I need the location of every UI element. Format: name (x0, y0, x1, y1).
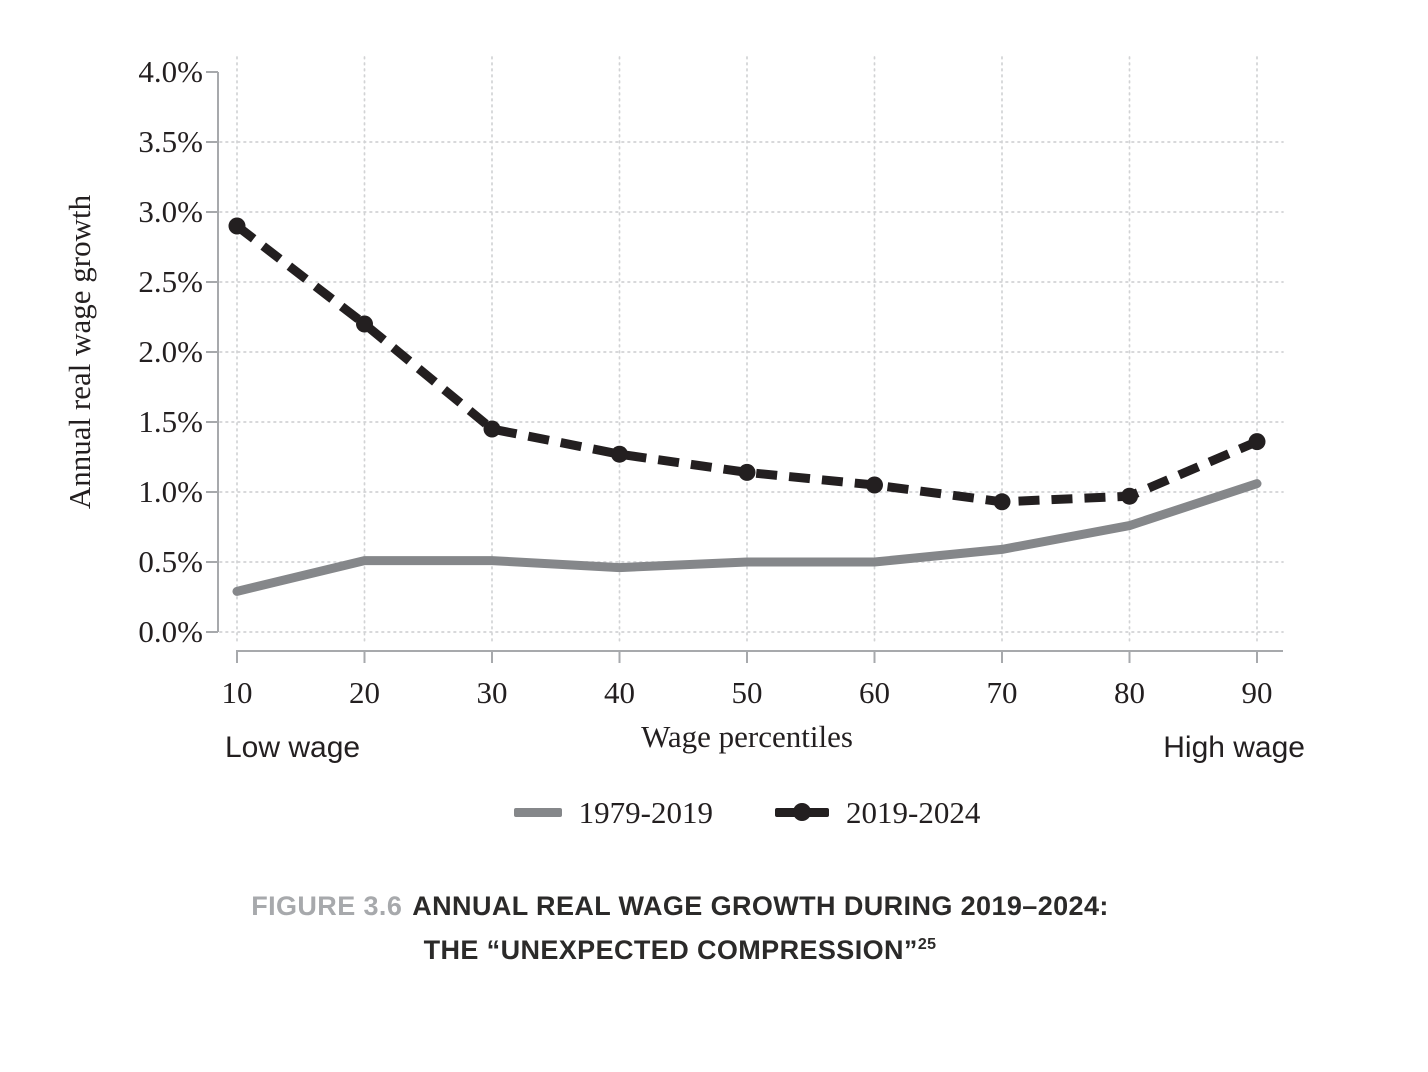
y-tick-label: 2.0% (138, 334, 203, 369)
high-wage-label: High wage (1163, 731, 1305, 764)
y-tick-label: 2.5% (138, 264, 203, 299)
figure-number: FIGURE 3.6 (251, 891, 403, 921)
data-point-marker (1121, 487, 1138, 505)
legend-item-2019-2024: 2019-2024 (775, 797, 980, 828)
x-tick-label: 30 (477, 675, 508, 710)
y-axis-title: Annual real wage growth (62, 194, 97, 509)
legend-label-2019-2024: 2019-2024 (846, 794, 981, 830)
figure-caption: FIGURE 3.6 ANNUAL REAL WAGE GROWTH DURING… (80, 884, 1280, 972)
caption-line-2: THE “UNEXPECTED COMPRESSION”25 (80, 928, 1280, 972)
data-point-marker (356, 315, 373, 333)
legend-label-1979-2019: 1979-2019 (578, 794, 713, 830)
legend-line-swatch-black (775, 803, 829, 821)
x-tick-label: 70 (987, 675, 1018, 710)
x-axis-title: Wage percentiles (641, 719, 853, 754)
tick-labels: 0.0% 0.5% 1.0% 1.5% 2.0% 2.5% 3.0% 3.5% 4.0% 10 20… (138, 54, 1272, 710)
y-tick-label: 0.0% (138, 614, 203, 649)
chart-legend: 1979-2019 2019-2024 (66, 789, 1428, 835)
x-tick-label: 10 (222, 675, 253, 710)
low-wage-label: Low wage (225, 731, 360, 764)
x-tick-label: 60 (859, 675, 890, 710)
legend-marker-dot (793, 803, 811, 821)
x-tick-label: 50 (732, 675, 763, 710)
y-tick-label: 0.5% (138, 544, 203, 579)
caption-line-1: FIGURE 3.6 ANNUAL REAL WAGE GROWTH DURING… (80, 884, 1280, 928)
series-line-2019-2024 (234, 222, 1259, 507)
y-tick-label: 3.5% (138, 124, 203, 159)
y-tick-label: 1.5% (138, 404, 203, 439)
caption-title-line1: ANNUAL REAL WAGE GROWTH DURING 2019–2024… (412, 891, 1109, 921)
gridlines (219, 56, 1284, 644)
legend-line-swatch-gray (513, 807, 562, 817)
x-tick-label: 20 (349, 675, 380, 710)
y-tick-label: 4.0% (138, 54, 203, 89)
axes (206, 71, 1283, 663)
wage-growth-chart: 0.0% 0.5% 1.0% 1.5% 2.0% 2.5% 3.0% 3.5% 4.0% 10 20… (62, 54, 1305, 764)
data-point-marker (228, 217, 246, 235)
data-point-marker (483, 420, 501, 438)
series-lines (228, 217, 1266, 596)
data-point-marker (611, 445, 628, 463)
x-tick-label: 40 (604, 675, 635, 710)
data-point-marker (1248, 433, 1266, 451)
x-tick-label: 80 (1114, 675, 1145, 710)
data-point-marker (866, 476, 883, 494)
x-tick-label: 90 (1242, 675, 1273, 710)
caption-title-line2: THE “UNEXPECTED COMPRESSION” (423, 935, 918, 965)
data-point-marker (993, 493, 1011, 511)
y-tick-label: 3.0% (138, 194, 203, 229)
legend-item-1979-2019: 1979-2019 (513, 794, 713, 830)
series-line-1979-2019 (232, 479, 1262, 596)
caption-footnote-ref: 25 (917, 936, 937, 953)
y-tick-label: 1.0% (138, 474, 203, 509)
data-point-marker (738, 463, 756, 481)
